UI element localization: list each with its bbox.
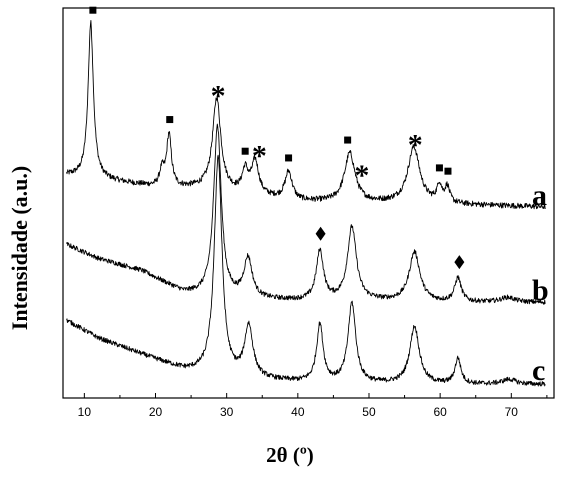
diamond-marker-11 [315, 226, 326, 241]
plot-frame [62, 7, 555, 399]
x-axis-ticks: 10 20 30 40 50 60 70 [78, 393, 548, 419]
square-marker-0 [89, 6, 97, 14]
square-marker-6 [344, 136, 352, 144]
x-axis-title: 2θ (º) [266, 443, 314, 467]
square-marker-9 [435, 164, 443, 172]
series-curves [66, 20, 546, 387]
star-marker-7: * [354, 159, 369, 192]
y-axis-title: Intensidade (a.u.) [7, 166, 32, 330]
diamond-marker-12 [454, 255, 465, 270]
square-marker-5 [285, 154, 293, 162]
square-marker-3 [241, 147, 249, 155]
series-c-line [66, 154, 546, 387]
x-tick-label-60: 60 [433, 405, 447, 419]
curve-label-c: c [532, 354, 545, 387]
series-b-line [66, 123, 546, 305]
x-tick-label-50: 50 [362, 405, 376, 419]
series-a-line [66, 20, 546, 210]
curve-labels: a b c [532, 179, 549, 387]
x-tick-label-70: 70 [505, 405, 519, 419]
square-marker-1 [166, 116, 174, 124]
x-tick-label-30: 30 [220, 405, 234, 419]
x-tick-label-20: 20 [149, 405, 163, 419]
peak-annotations: * * * * [89, 6, 465, 270]
star-marker-2: * [211, 79, 226, 112]
x-tick-label-40: 40 [291, 405, 305, 419]
curve-label-a: a [532, 179, 547, 212]
star-marker-4: * [252, 140, 267, 173]
star-marker-8: * [408, 129, 423, 162]
x-tick-label-10: 10 [78, 405, 92, 419]
square-marker-10 [444, 167, 452, 175]
curve-label-b: b [532, 274, 549, 307]
plot-area-border [62, 7, 555, 399]
